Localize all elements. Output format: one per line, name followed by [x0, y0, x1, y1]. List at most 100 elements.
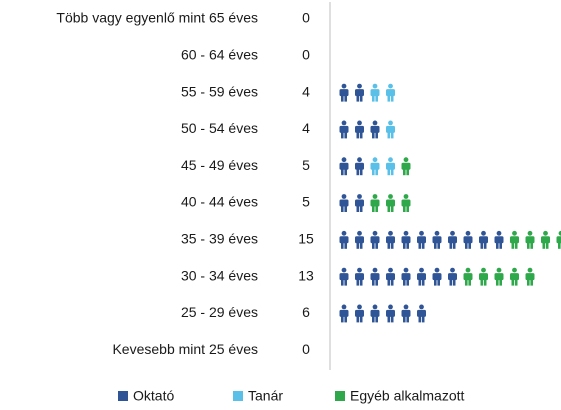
icon-head: [512, 267, 517, 273]
icon-head: [372, 120, 378, 126]
icon-leg: [390, 95, 394, 102]
icon-leg: [449, 279, 453, 286]
icon-leg: [387, 132, 391, 139]
icon-leg: [468, 279, 471, 286]
icon-leg: [390, 132, 394, 139]
icon-head: [481, 230, 486, 236]
icon-body: [339, 162, 349, 170]
icon-body: [355, 236, 364, 244]
icon-body: [479, 273, 488, 281]
icon-head: [450, 230, 455, 236]
icon-body: [355, 162, 364, 170]
icon-body: [339, 273, 349, 281]
icon-group: [339, 157, 364, 176]
icon-body: [525, 273, 535, 281]
icon-leg: [344, 206, 347, 212]
icon-body: [370, 89, 380, 97]
icon-group: [339, 304, 426, 323]
icon-body: [386, 273, 395, 281]
icon-body: [339, 89, 349, 97]
total-label: 0: [302, 47, 310, 63]
icon-body: [525, 236, 535, 244]
icon-body: [339, 125, 349, 133]
icon-body: [339, 236, 349, 244]
icon-leg: [452, 279, 456, 286]
icon-group: [370, 194, 411, 212]
icon-leg: [359, 206, 363, 212]
icon-leg: [387, 169, 391, 176]
icon-head: [357, 83, 362, 89]
icon-body: [432, 236, 442, 244]
icon-leg: [403, 316, 406, 323]
icon-head: [465, 267, 471, 273]
icon-leg: [356, 316, 360, 323]
icon-leg: [437, 242, 440, 249]
total-label: 5: [302, 157, 310, 173]
icon-leg: [359, 242, 363, 249]
icon-leg: [387, 206, 391, 212]
icon-leg: [418, 279, 422, 286]
icon-leg: [372, 206, 375, 212]
total-label: 15: [298, 231, 314, 247]
icon-head: [419, 304, 424, 310]
icon-head: [450, 267, 455, 273]
icon-leg: [449, 242, 453, 249]
icon-head: [341, 230, 347, 236]
icon-body: [479, 236, 488, 244]
icon-body: [401, 162, 411, 170]
icon-leg: [496, 242, 499, 249]
icon-body: [339, 199, 349, 207]
icon-leg: [375, 132, 378, 139]
icon-head: [372, 194, 378, 199]
icon-leg: [511, 242, 515, 249]
icon-body: [355, 309, 364, 317]
icon-leg: [372, 169, 375, 176]
icon-leg: [387, 279, 391, 286]
icon-head: [388, 304, 393, 310]
icon-leg: [344, 242, 347, 249]
icon-leg: [421, 279, 425, 286]
icon-head: [357, 230, 362, 236]
icon-body: [401, 236, 411, 244]
icon-head: [357, 194, 362, 199]
icon-body: [355, 273, 364, 281]
icon-leg: [465, 242, 468, 249]
icon-body: [432, 273, 442, 281]
icon-head: [403, 230, 409, 236]
icon-leg: [356, 206, 360, 212]
category-label: 55 - 59 éves: [181, 83, 258, 99]
icon-leg: [390, 279, 394, 286]
icon-leg: [421, 316, 425, 323]
icon-body: [355, 89, 364, 97]
icon-head: [372, 230, 378, 236]
icon-leg: [406, 279, 409, 286]
icon-leg: [372, 95, 375, 102]
icon-body: [370, 199, 380, 207]
icon-leg: [483, 242, 487, 249]
icon-head: [419, 267, 424, 273]
icon-leg: [499, 279, 502, 286]
icon-leg: [375, 95, 378, 102]
icon-head: [496, 230, 502, 236]
legend-swatch: [233, 391, 243, 401]
total-label: 6: [302, 304, 310, 320]
icon-head: [388, 157, 393, 163]
icon-head: [341, 194, 347, 199]
icon-head: [434, 267, 440, 273]
icon-head: [372, 157, 378, 163]
category-label: 35 - 39 éves: [181, 231, 258, 247]
icon-leg: [344, 132, 347, 139]
icon-leg: [403, 279, 406, 286]
icon-leg: [480, 279, 484, 286]
icon-body: [370, 309, 380, 317]
icon-body: [370, 236, 380, 244]
icon-leg: [375, 242, 378, 249]
icon-group: [386, 120, 395, 139]
icon-head: [357, 267, 362, 273]
icon-leg: [372, 242, 375, 249]
icon-leg: [403, 206, 406, 212]
icon-head: [512, 230, 517, 236]
legend-swatch: [118, 391, 128, 401]
